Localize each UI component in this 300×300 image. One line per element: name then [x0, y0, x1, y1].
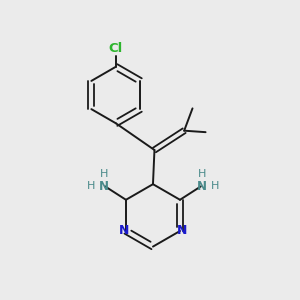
Text: H: H	[198, 169, 206, 179]
Text: N: N	[119, 224, 129, 238]
Text: Cl: Cl	[109, 42, 123, 55]
Text: N: N	[197, 180, 207, 193]
Text: H: H	[211, 182, 219, 191]
Text: H: H	[87, 182, 95, 191]
Text: N: N	[99, 180, 109, 193]
Text: H: H	[100, 169, 108, 179]
Text: N: N	[177, 224, 187, 238]
